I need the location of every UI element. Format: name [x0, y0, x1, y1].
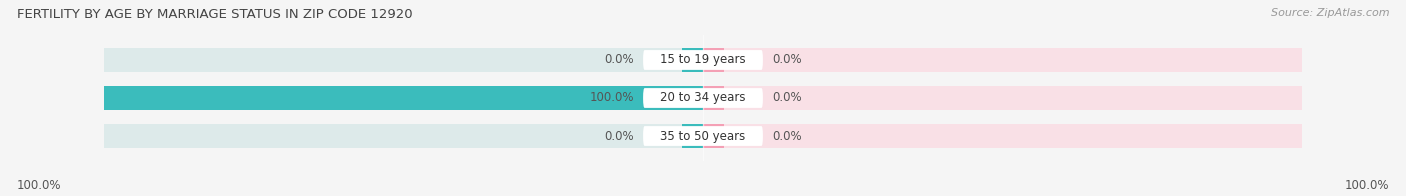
Text: Source: ZipAtlas.com: Source: ZipAtlas.com: [1271, 8, 1389, 18]
Text: 20 to 34 years: 20 to 34 years: [661, 92, 745, 104]
Text: 15 to 19 years: 15 to 19 years: [661, 54, 745, 66]
Bar: [104, 86, 703, 110]
Text: 35 to 50 years: 35 to 50 years: [661, 130, 745, 142]
Text: FERTILITY BY AGE BY MARRIAGE STATUS IN ZIP CODE 12920: FERTILITY BY AGE BY MARRIAGE STATUS IN Z…: [17, 8, 412, 21]
Bar: [104, 124, 703, 148]
Text: 100.0%: 100.0%: [1344, 179, 1389, 192]
FancyBboxPatch shape: [643, 50, 763, 70]
Bar: [703, 124, 1302, 148]
Bar: [703, 86, 724, 110]
Text: 0.0%: 0.0%: [772, 54, 801, 66]
Bar: [682, 48, 703, 72]
Bar: [703, 86, 1302, 110]
Text: 100.0%: 100.0%: [17, 179, 62, 192]
Bar: [703, 48, 724, 72]
Bar: [104, 86, 703, 110]
FancyBboxPatch shape: [643, 126, 763, 146]
Bar: [682, 124, 703, 148]
Text: 0.0%: 0.0%: [772, 130, 801, 142]
FancyBboxPatch shape: [643, 88, 763, 108]
Text: 0.0%: 0.0%: [605, 54, 634, 66]
Bar: [703, 48, 1302, 72]
Text: 0.0%: 0.0%: [605, 130, 634, 142]
Text: 100.0%: 100.0%: [589, 92, 634, 104]
Text: 0.0%: 0.0%: [772, 92, 801, 104]
Bar: [104, 48, 703, 72]
Bar: [703, 124, 724, 148]
